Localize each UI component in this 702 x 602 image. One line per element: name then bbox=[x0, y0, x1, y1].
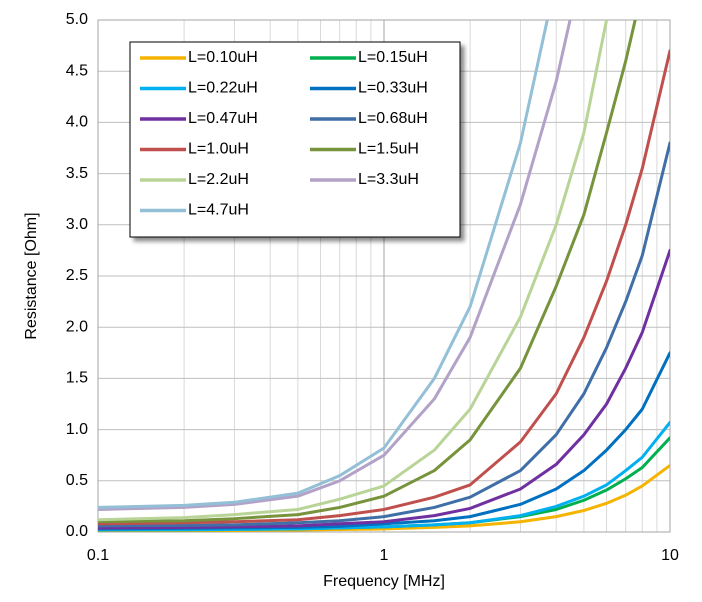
y-tick-label: 0.5 bbox=[66, 472, 88, 489]
legend-label: L=1.5uH bbox=[358, 141, 419, 158]
y-tick-label: 1.0 bbox=[66, 421, 88, 438]
legend-label: L=0.47uH bbox=[188, 110, 258, 127]
y-axis-label: Resistance [Ohm] bbox=[23, 212, 40, 339]
legend-label: L=0.15uH bbox=[358, 49, 428, 66]
y-tick-label: 1.5 bbox=[66, 370, 88, 387]
y-tick-label: 0.0 bbox=[66, 523, 88, 540]
legend-label: L=0.33uH bbox=[358, 80, 428, 97]
series-line bbox=[98, 20, 549, 509]
legend: L=0.10uH L=0.15uH L=0.22uH L=0.33uH L=0.47uH… bbox=[129, 41, 461, 238]
x-tick-label: 1 bbox=[380, 547, 389, 564]
y-tick-label: 5.0 bbox=[66, 11, 88, 28]
y-tick-label: 3.0 bbox=[66, 216, 88, 233]
legend-label: L=0.68uH bbox=[358, 110, 428, 127]
series-line bbox=[98, 20, 609, 522]
y-tick-label: 2.0 bbox=[66, 318, 88, 335]
legend-box bbox=[129, 41, 461, 238]
y-tick-label: 4.5 bbox=[66, 62, 88, 79]
series-line bbox=[98, 20, 572, 511]
series-line bbox=[98, 420, 670, 532]
y-tick-label: 3.5 bbox=[66, 165, 88, 182]
series-line bbox=[98, 141, 670, 528]
legend-label: L=4.7uH bbox=[188, 202, 249, 219]
x-tick-label: 10 bbox=[661, 547, 679, 564]
y-tick-label: 4.0 bbox=[66, 114, 88, 131]
plot-area bbox=[98, 20, 670, 532]
legend-label: L=0.10uH bbox=[188, 49, 258, 66]
series-line bbox=[98, 20, 637, 524]
legend-label: L=3.3uH bbox=[358, 171, 419, 188]
series-line bbox=[98, 248, 670, 530]
x-tick-label: 0.1 bbox=[87, 547, 109, 564]
plot-border bbox=[97, 19, 671, 533]
x-axis-label: Frequency [MHz] bbox=[323, 573, 445, 590]
series-line bbox=[98, 49, 670, 526]
legend-label: L=0.22uH bbox=[188, 80, 258, 97]
legend-label: L=1.0uH bbox=[188, 141, 249, 158]
legend-label: L=2.2uH bbox=[188, 171, 249, 188]
y-tick-label: 2.5 bbox=[66, 267, 88, 284]
